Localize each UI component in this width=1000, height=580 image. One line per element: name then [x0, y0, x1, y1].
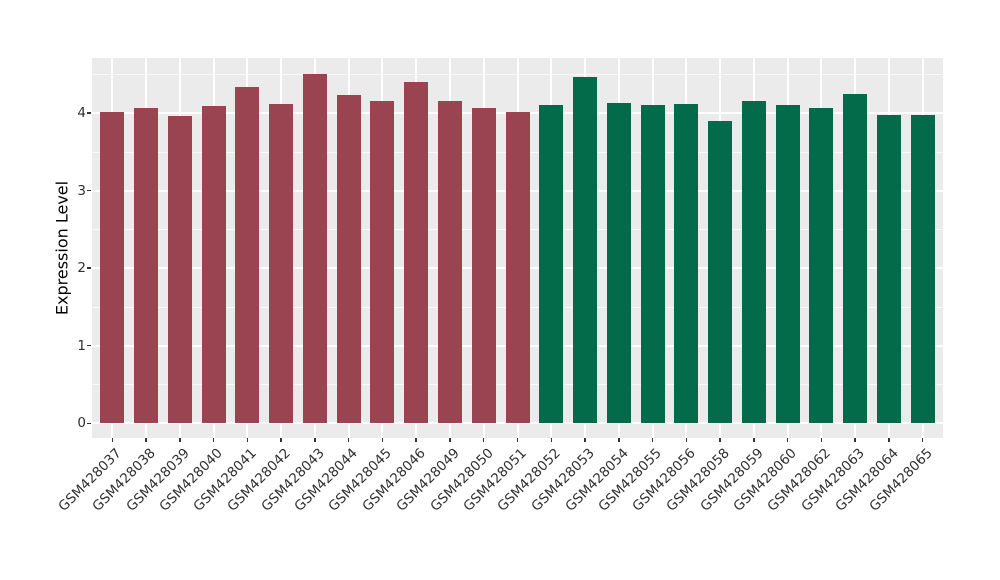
y-tick	[87, 422, 91, 424]
y-tick	[87, 189, 91, 192]
x-tick	[820, 438, 823, 442]
x-tick	[854, 438, 856, 442]
bar	[167, 116, 192, 424]
x-tick	[516, 438, 519, 442]
bar	[269, 103, 294, 424]
x-tick	[786, 438, 789, 442]
bar	[674, 103, 699, 424]
y-axis-title: Expression Level	[52, 180, 72, 316]
x-tick	[347, 438, 350, 442]
bar	[876, 115, 901, 424]
bar	[775, 104, 800, 424]
y-tick	[87, 344, 91, 347]
x-tick	[145, 438, 147, 442]
bar	[370, 100, 395, 424]
x-tick	[888, 438, 890, 442]
bar	[910, 115, 935, 424]
y-tick-label: 0	[77, 415, 86, 432]
y-tick	[87, 267, 91, 269]
bar	[134, 107, 159, 424]
bar	[741, 100, 766, 424]
bar	[302, 73, 327, 424]
x-tick	[753, 438, 755, 442]
x-tick	[449, 438, 451, 442]
x-tick	[111, 438, 113, 442]
x-tick	[179, 438, 181, 442]
bar	[437, 100, 462, 424]
x-tick	[482, 438, 485, 442]
bar	[843, 93, 868, 424]
y-tick-label: 4	[77, 105, 86, 122]
x-tick	[246, 438, 249, 442]
x-tick	[314, 438, 316, 442]
bar	[201, 106, 226, 424]
x-tick	[618, 438, 620, 442]
bar	[100, 112, 125, 424]
bar	[640, 105, 665, 424]
plot-panel	[92, 58, 943, 438]
bar	[606, 102, 631, 424]
bar	[235, 87, 260, 424]
bar	[505, 111, 530, 424]
x-tick	[584, 438, 586, 442]
x-tick	[550, 438, 553, 442]
bar	[539, 104, 564, 424]
y-tick-label: 1	[77, 337, 86, 354]
y-tick	[87, 112, 91, 114]
bar	[809, 108, 834, 424]
x-tick	[719, 438, 721, 442]
x-tick	[651, 438, 654, 442]
x-tick	[685, 438, 688, 442]
x-tick	[381, 438, 384, 442]
bar	[573, 76, 598, 424]
bar	[708, 120, 733, 424]
bar	[336, 95, 361, 424]
x-tick	[415, 438, 417, 442]
x-tick	[921, 438, 924, 442]
y-tick-label: 2	[77, 260, 86, 277]
y-tick-label: 3	[77, 182, 86, 199]
x-tick	[280, 438, 282, 442]
bar	[404, 82, 429, 424]
x-tick	[212, 438, 215, 442]
bar	[471, 107, 496, 424]
